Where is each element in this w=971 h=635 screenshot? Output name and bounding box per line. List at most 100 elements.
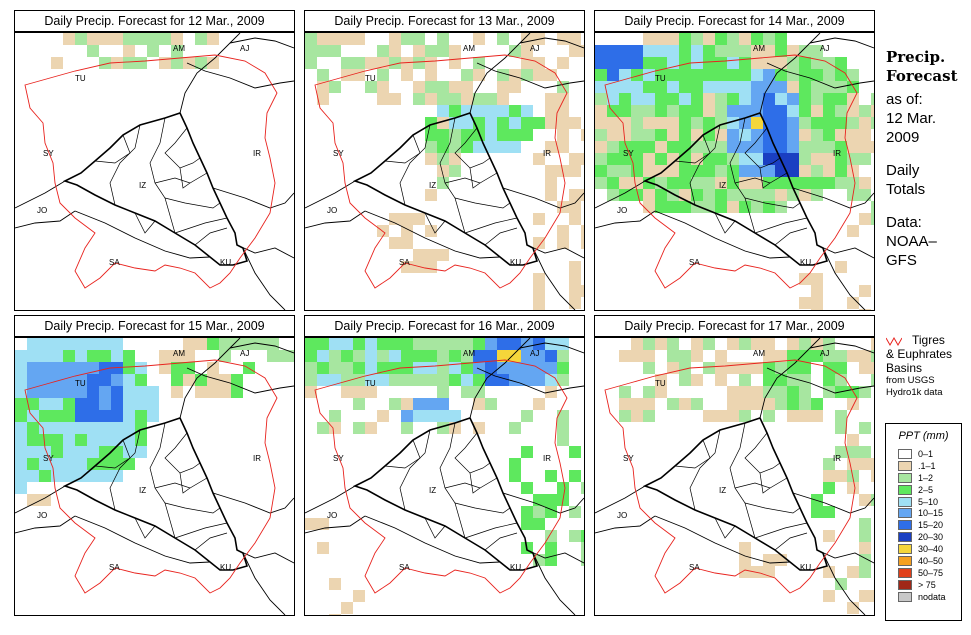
precip-cell xyxy=(643,398,655,410)
precip-cell xyxy=(691,374,703,386)
precip-cell xyxy=(631,45,643,57)
precip-cell xyxy=(775,117,787,129)
precip-cell xyxy=(787,350,799,362)
iraq-border xyxy=(352,112,539,266)
precip-cell xyxy=(763,554,775,566)
precip-cell xyxy=(521,45,533,57)
precip-cell xyxy=(389,362,401,374)
country-label: IR xyxy=(253,149,261,158)
precip-legend: PPT (mm) 0–1.1–1 1–2 2–5 5–10 10–15 15–20 20–3… xyxy=(885,423,962,621)
precip-cell xyxy=(425,129,437,141)
precip-cell xyxy=(763,410,775,422)
precip-cell xyxy=(799,297,811,309)
precip-cell xyxy=(847,458,859,470)
precip-cell xyxy=(521,506,533,518)
precip-cell xyxy=(87,446,99,458)
precip-cell xyxy=(607,45,619,57)
panel-title: Daily Precip. Forecast for 15 Mar., 2009 xyxy=(14,315,295,337)
precip-cell xyxy=(691,33,703,45)
precip-cell xyxy=(485,105,497,117)
precip-cell xyxy=(329,33,341,45)
precip-cell xyxy=(739,69,751,81)
precip-cell xyxy=(859,530,871,542)
data-model: GFS xyxy=(886,252,917,269)
precip-cell xyxy=(835,470,847,482)
precip-cell xyxy=(751,93,763,105)
precip-cell xyxy=(473,338,485,350)
precip-cell xyxy=(643,201,655,213)
iraq-border xyxy=(62,417,249,571)
province-border xyxy=(109,429,141,511)
precip-cell xyxy=(39,434,51,446)
province-border xyxy=(744,197,801,209)
legend-label: > 75 xyxy=(918,579,936,590)
country-label: TU xyxy=(365,74,376,83)
precip-cell xyxy=(305,362,317,374)
precip-cell xyxy=(317,33,329,45)
precip-cell xyxy=(353,590,365,602)
precip-cell xyxy=(847,566,859,578)
precip-cell xyxy=(847,350,859,362)
precip-map: AM AJ TU SY IR IZ JO SA KU xyxy=(304,337,585,616)
country-label: AJ xyxy=(820,349,829,358)
precip-cell xyxy=(231,374,243,386)
precip-cell xyxy=(51,422,63,434)
precip-cell xyxy=(569,33,581,45)
precip-cell xyxy=(703,153,715,165)
country-border xyxy=(242,552,286,615)
map-svg: AM AJ TU SY IR IZ JO SA KU xyxy=(305,338,584,615)
precip-cell xyxy=(341,57,353,69)
precip-cell xyxy=(859,153,871,165)
precip-cell xyxy=(847,398,859,410)
precip-cell xyxy=(111,434,123,446)
precip-cell xyxy=(545,177,557,189)
precip-cell xyxy=(655,93,667,105)
precip-cell xyxy=(557,129,569,141)
precip-cell xyxy=(727,201,739,213)
precip-cell xyxy=(859,189,871,201)
precip-cell xyxy=(727,81,739,93)
province-border xyxy=(109,124,141,206)
precip-cell xyxy=(123,362,135,374)
legend-swatch xyxy=(898,460,912,471)
precip-cell xyxy=(739,153,751,165)
precip-cell xyxy=(509,338,521,350)
precip-cell xyxy=(835,177,847,189)
panel-title: Daily Precip. Forecast for 17 Mar., 2009 xyxy=(594,315,875,337)
precip-cell xyxy=(727,410,739,422)
precip-cell xyxy=(679,177,691,189)
precip-cell xyxy=(703,105,715,117)
precip-map: AM AJ TU SY IR IZ JO SA KU xyxy=(304,32,585,311)
precip-cell xyxy=(763,374,775,386)
precip-cell xyxy=(871,338,874,350)
precip-cell xyxy=(195,338,207,350)
precip-cell xyxy=(279,350,291,362)
precip-cell xyxy=(847,446,859,458)
precip-cell xyxy=(485,93,497,105)
country-label: AM xyxy=(173,349,185,358)
country-label: IZ xyxy=(429,486,436,495)
precip-cell xyxy=(643,105,655,117)
precip-cell xyxy=(631,81,643,93)
precip-cell xyxy=(871,362,874,374)
precip-cell xyxy=(679,165,691,177)
country-border xyxy=(519,37,584,49)
precip-cell xyxy=(619,350,631,362)
precip-cell xyxy=(461,117,473,129)
province-border xyxy=(174,522,228,539)
precip-cell xyxy=(39,494,51,506)
precip-cell xyxy=(425,410,437,422)
precip-cell xyxy=(679,362,691,374)
precip-cell xyxy=(485,129,497,141)
precip-cell xyxy=(497,117,509,129)
precip-cell xyxy=(823,458,835,470)
precip-cell xyxy=(135,57,147,69)
precip-cell xyxy=(111,422,123,434)
basin-outline xyxy=(314,54,568,289)
precip-cell xyxy=(135,434,147,446)
country-label: KU xyxy=(220,258,231,267)
precip-cell xyxy=(87,45,99,57)
precip-cell xyxy=(691,93,703,105)
precip-cell xyxy=(521,129,533,141)
precip-cell xyxy=(473,93,485,105)
